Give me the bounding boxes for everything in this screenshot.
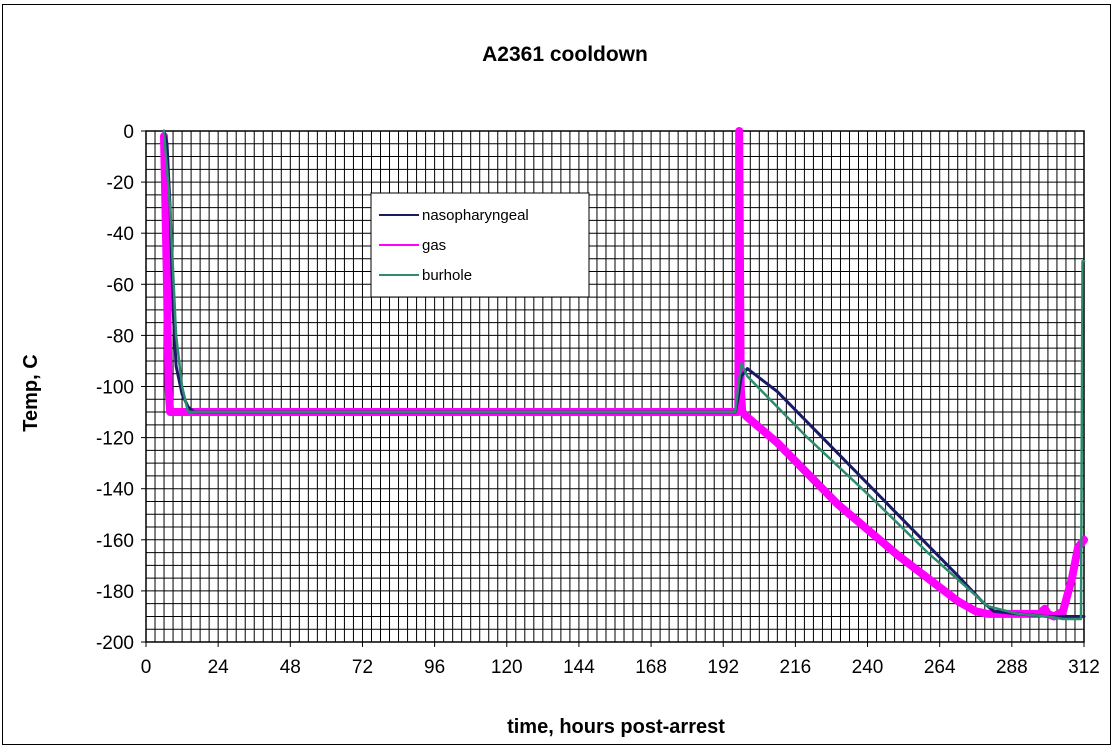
y-tick-label: -180 <box>96 582 134 603</box>
y-tick-label: -80 <box>107 326 134 347</box>
y-tick-label: -160 <box>96 531 134 552</box>
x-tick-label: 168 <box>635 657 667 678</box>
x-tick-label: 312 <box>1068 657 1100 678</box>
gridlines <box>146 131 1084 642</box>
x-axis-title: time, hours post-arrest <box>507 716 725 738</box>
y-tick-label: -200 <box>96 633 134 654</box>
y-tick-label: -140 <box>96 480 134 501</box>
y-tick-label: 0 <box>123 122 134 143</box>
x-tick-label: 24 <box>208 657 230 678</box>
x-tick-label: 288 <box>996 657 1028 678</box>
x-tick-label: 120 <box>491 657 523 678</box>
x-tick-label: 72 <box>352 657 373 678</box>
legend-label-gas: gas <box>422 237 446 254</box>
x-tick-label: 96 <box>424 657 445 678</box>
chart-frame: A2361 cooldown 0 24 48 72 96 120 144 168 192 216 2… <box>2 4 1111 745</box>
data-series <box>160 127 1088 621</box>
y-tick-label: -120 <box>96 429 134 450</box>
chart-svg: A2361 cooldown 0 24 48 72 96 120 144 168 192 216 2… <box>20 43 1100 738</box>
x-tick-label: 0 <box>141 657 152 678</box>
x-tick-label: 144 <box>563 657 595 678</box>
axis-ticks: 0 24 48 72 96 120 144 168 192 216 240 264 288 312 0 -20… <box>96 122 1100 678</box>
y-tick-label: -20 <box>107 173 134 194</box>
y-tick-label: -60 <box>107 275 134 296</box>
x-tick-label: 192 <box>707 657 739 678</box>
series-line-burhole <box>162 129 1086 621</box>
y-tick-label: -40 <box>107 224 134 245</box>
legend: nasopharyngeal gas burhole <box>370 192 590 298</box>
x-tick-label: 216 <box>780 657 812 678</box>
y-axis-title: Temp, C <box>20 354 42 431</box>
y-tick-label: -100 <box>96 378 134 399</box>
chart-title: A2361 cooldown <box>482 43 648 66</box>
x-tick-label: 264 <box>924 657 956 678</box>
x-tick-label: 240 <box>852 657 884 678</box>
legend-label-burhole: burhole <box>422 267 472 284</box>
legend-label-nasopharyngeal: nasopharyngeal <box>422 207 529 224</box>
x-tick-label: 48 <box>280 657 301 678</box>
